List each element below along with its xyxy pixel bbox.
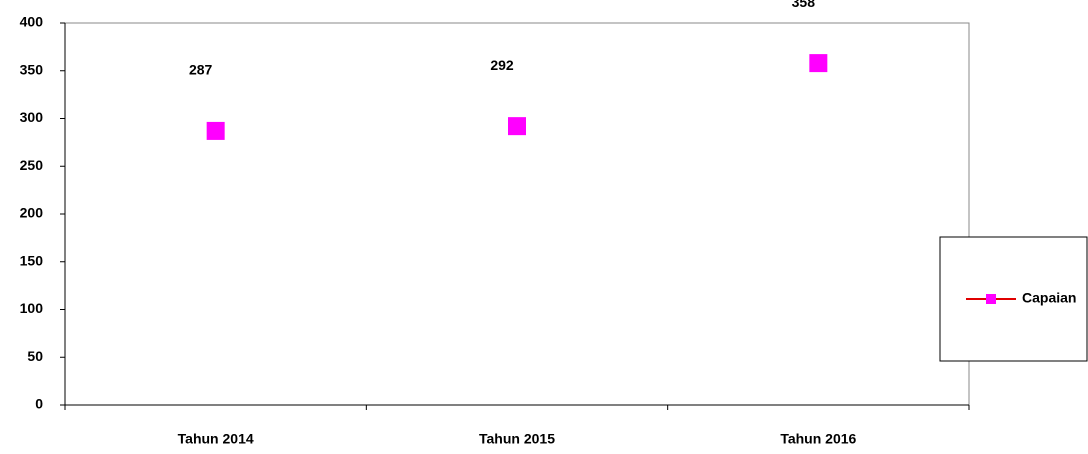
y-tick-label: 250 <box>20 157 44 173</box>
data-label: 292 <box>490 57 514 73</box>
y-tick-label: 50 <box>27 348 43 364</box>
data-label: 358 <box>792 0 816 10</box>
y-tick-label: 400 <box>20 14 44 30</box>
marker <box>206 121 225 140</box>
plot-border <box>64 22 970 406</box>
y-tick-label: 350 <box>20 61 44 77</box>
y-tick-label: 150 <box>20 252 44 268</box>
x-tick-label: Tahun 2016 <box>780 431 856 447</box>
marker <box>508 117 526 136</box>
legend-marker <box>986 294 996 304</box>
y-tick-label: 100 <box>20 300 44 316</box>
x-tick-label: Tahun 2014 <box>178 431 254 447</box>
data-label: 287 <box>189 62 213 78</box>
legend-label: Capaian <box>1022 290 1076 306</box>
x-tick-label: Tahun 2015 <box>479 431 555 447</box>
y-tick-label: 0 <box>35 396 43 412</box>
y-tick-label: 200 <box>20 205 44 221</box>
y-tick-label: 300 <box>20 109 44 125</box>
marker <box>809 54 828 73</box>
